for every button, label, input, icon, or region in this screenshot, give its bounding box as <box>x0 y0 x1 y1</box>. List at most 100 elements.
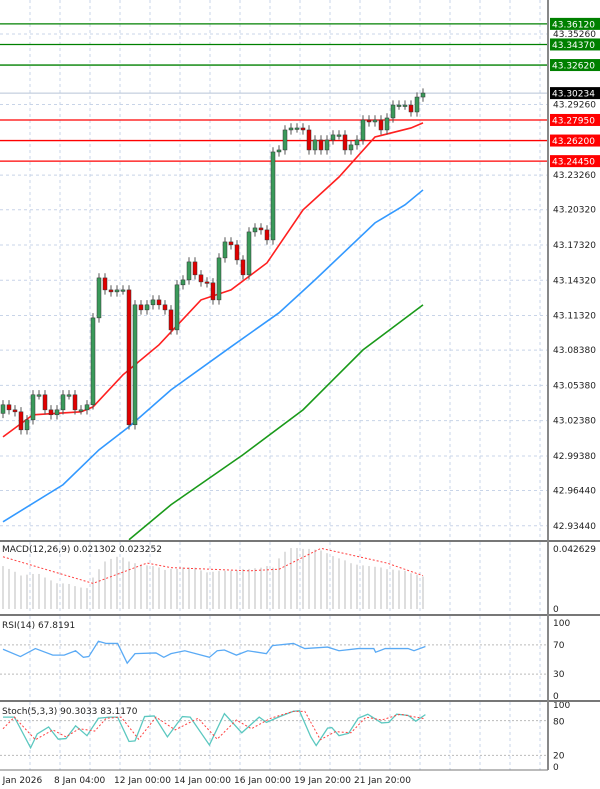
candle[interactable] <box>282 129 288 151</box>
candle[interactable] <box>372 119 378 123</box>
candle[interactable] <box>6 404 12 411</box>
time-axis-label: 16 Jan 00:00 <box>234 776 291 786</box>
candle[interactable] <box>180 279 186 286</box>
candle[interactable] <box>108 289 114 293</box>
candle[interactable] <box>144 304 150 311</box>
candle[interactable] <box>288 127 294 131</box>
candle[interactable] <box>342 134 348 151</box>
candle[interactable] <box>24 419 30 431</box>
candle[interactable] <box>234 244 240 261</box>
candle[interactable] <box>102 277 108 291</box>
candle[interactable] <box>114 289 120 293</box>
candle[interactable] <box>198 274 204 283</box>
price-tick-label: 42.99380 <box>553 452 596 462</box>
price-level-label: 43.26200 <box>552 137 595 147</box>
candle[interactable] <box>378 119 384 131</box>
candle[interactable] <box>96 277 102 319</box>
candle[interactable] <box>270 151 276 241</box>
candle[interactable] <box>204 281 210 284</box>
candle[interactable] <box>390 104 396 119</box>
price-tick-label: 43.23260 <box>553 171 596 181</box>
candle[interactable] <box>60 394 66 411</box>
candle[interactable] <box>216 257 222 301</box>
stoch-main-line <box>3 710 426 750</box>
candle[interactable] <box>360 119 366 141</box>
candle[interactable] <box>258 227 264 231</box>
price-tick-label: 42.93440 <box>553 522 596 532</box>
price-level-label: 43.27950 <box>552 116 595 126</box>
candle[interactable] <box>84 404 90 411</box>
time-axis-label: 8 Jan 04:00 <box>54 776 106 786</box>
candle[interactable] <box>18 411 24 431</box>
time-axis-label: 14 Jan 00:00 <box>174 776 231 786</box>
candle[interactable] <box>228 241 234 246</box>
candle[interactable] <box>66 394 72 397</box>
macd-label: MACD(12,26,9) 0.021302 0.023252 <box>2 545 162 555</box>
candle[interactable] <box>408 104 414 113</box>
rsi-tick-label: 70 <box>553 641 565 651</box>
candle[interactable] <box>156 299 162 306</box>
candle[interactable] <box>246 231 252 276</box>
candle[interactable] <box>132 304 138 426</box>
candle[interactable] <box>126 289 132 426</box>
candle[interactable] <box>252 227 258 233</box>
candle[interactable] <box>162 304 168 311</box>
candle[interactable] <box>0 404 6 414</box>
candle[interactable] <box>294 127 300 130</box>
candle[interactable] <box>168 309 174 331</box>
rsi-tick-label: 30 <box>553 670 565 680</box>
candle[interactable] <box>348 144 354 151</box>
candle[interactable] <box>150 299 156 306</box>
candle[interactable] <box>192 261 198 276</box>
candle[interactable] <box>366 119 372 123</box>
candle[interactable] <box>306 129 312 151</box>
current-price-tag <box>550 87 600 100</box>
rsi-label: RSI(14) 67.8191 <box>2 621 75 631</box>
candle[interactable] <box>336 134 342 137</box>
time-axis-label: 21 Jan 20:00 <box>354 776 411 786</box>
candle[interactable] <box>396 104 402 107</box>
candle[interactable] <box>300 127 306 131</box>
candle[interactable] <box>72 394 78 411</box>
candle[interactable] <box>210 282 216 301</box>
current-price-label: 43.30234 <box>552 90 595 100</box>
candle[interactable] <box>222 241 228 259</box>
price-level-tag <box>550 113 600 126</box>
candle[interactable] <box>174 284 180 331</box>
candle[interactable] <box>276 149 282 153</box>
candle[interactable] <box>36 394 42 397</box>
candle[interactable] <box>78 409 84 412</box>
candle[interactable] <box>30 394 36 421</box>
moving-average-line <box>2 189 424 523</box>
candle[interactable] <box>54 409 60 416</box>
macd-max-label: 0.042629 <box>553 545 596 555</box>
price-tick-label: 43.17320 <box>553 241 596 251</box>
candle[interactable] <box>384 117 390 131</box>
price-tick-label: 43.14320 <box>553 276 596 286</box>
price-level-tag <box>550 17 600 30</box>
candle[interactable] <box>312 139 318 151</box>
candle[interactable] <box>120 289 126 292</box>
candle[interactable] <box>420 92 426 98</box>
candle[interactable] <box>318 139 324 151</box>
price-level-label: 43.34370 <box>552 41 595 51</box>
candle[interactable] <box>264 229 270 241</box>
candle[interactable] <box>186 261 192 281</box>
candle[interactable] <box>240 259 246 276</box>
price-tick-label: 43.29260 <box>553 101 596 111</box>
candle[interactable] <box>324 139 330 151</box>
candle[interactable] <box>414 96 420 113</box>
price-tick-label: 42.96440 <box>553 487 596 497</box>
candle[interactable] <box>12 409 18 413</box>
candle[interactable] <box>138 304 144 311</box>
price-level-tag <box>550 59 600 72</box>
rsi-line <box>2 640 426 665</box>
candle[interactable] <box>330 134 336 141</box>
price-tick-label: 43.08380 <box>553 346 596 356</box>
candle[interactable] <box>42 394 48 411</box>
candle[interactable] <box>402 104 408 107</box>
candle[interactable] <box>90 317 96 406</box>
candle[interactable] <box>354 139 360 146</box>
candle[interactable] <box>48 409 54 416</box>
